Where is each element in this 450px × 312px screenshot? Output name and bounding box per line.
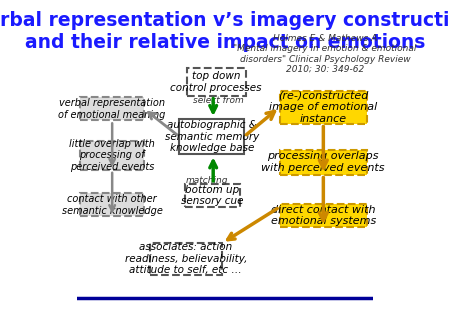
- FancyBboxPatch shape: [80, 97, 144, 120]
- FancyBboxPatch shape: [279, 91, 367, 124]
- Text: verbal representation v’s imagery construction
and their relative impact on emot: verbal representation v’s imagery constr…: [0, 11, 450, 52]
- Text: little overlap with
processing of
perceived events: little overlap with processing of percei…: [69, 139, 155, 172]
- FancyBboxPatch shape: [185, 184, 240, 207]
- FancyBboxPatch shape: [279, 150, 367, 174]
- FancyBboxPatch shape: [150, 243, 222, 275]
- Text: processing overlaps
with perceived events: processing overlaps with perceived event…: [261, 151, 385, 173]
- Text: associates: action
readiness, believability,
attitude to self, etc …: associates: action readiness, believabil…: [125, 242, 247, 275]
- Text: verbal representation
of emotional meaning: verbal representation of emotional meani…: [58, 98, 166, 119]
- Text: top down
control processes: top down control processes: [171, 71, 262, 93]
- FancyBboxPatch shape: [279, 204, 367, 227]
- FancyBboxPatch shape: [80, 193, 144, 216]
- Text: direct contact with
emotional systems: direct contact with emotional systems: [270, 205, 376, 226]
- Text: Holmes E & Mathews A
"Mental imagery in emotion & emotional
disorders" Clinical : Holmes E & Mathews A "Mental imagery in …: [233, 34, 417, 74]
- Text: bottom up
sensory cue: bottom up sensory cue: [181, 185, 244, 206]
- Text: matching: matching: [186, 176, 229, 185]
- FancyBboxPatch shape: [80, 140, 144, 170]
- Text: autobiographic &
semantic memory
knowledge base: autobiographic & semantic memory knowled…: [165, 120, 259, 153]
- Text: select from: select from: [193, 96, 244, 105]
- FancyBboxPatch shape: [187, 68, 246, 96]
- FancyBboxPatch shape: [179, 119, 244, 154]
- Text: contact with other
semantic knowledge: contact with other semantic knowledge: [62, 194, 162, 216]
- Text: (re-)constructed
image of emotional
instance: (re-)constructed image of emotional inst…: [269, 91, 378, 124]
